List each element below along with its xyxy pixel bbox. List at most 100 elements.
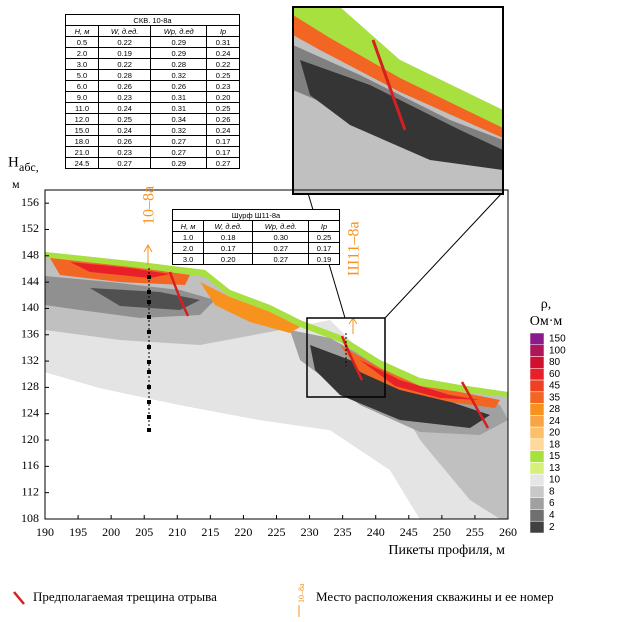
colorbar-swatch xyxy=(529,509,545,522)
table-header: Ip xyxy=(206,25,240,37)
colorbar-swatch xyxy=(529,403,545,416)
x-tick-label: 205 xyxy=(135,525,153,539)
table-title: Шурф Ш11-8а xyxy=(172,209,340,221)
x-tick-label: 245 xyxy=(400,525,418,539)
table-cell: 0.27 xyxy=(150,135,208,147)
table-cell: 3.0 xyxy=(65,58,99,70)
colorbar-swatch xyxy=(529,391,545,404)
y-tick-label: 140 xyxy=(21,300,39,314)
table-cell: 0.17 xyxy=(203,242,254,254)
table-cell: 0.23 xyxy=(206,80,240,92)
table-cell: 0.26 xyxy=(206,113,240,125)
colorbar-label: 13 xyxy=(549,463,561,474)
table-header: W, д.ед. xyxy=(97,25,152,37)
sample-marker xyxy=(147,315,151,319)
colorbar-swatch xyxy=(529,356,545,369)
x-tick-label: 235 xyxy=(334,525,352,539)
colorbar-swatch xyxy=(529,497,545,510)
table-cell: 0.25 xyxy=(206,102,240,114)
colorbar-label: 15 xyxy=(549,451,561,462)
sample-marker xyxy=(147,370,151,374)
table-cell: 0.22 xyxy=(97,58,152,70)
table-cell: 0.26 xyxy=(97,135,152,147)
table-cell: 0.31 xyxy=(150,91,208,103)
colorbar-label: 80 xyxy=(549,357,561,368)
cracks xyxy=(13,271,490,605)
sample-marker xyxy=(147,275,151,279)
table-cell: 0.28 xyxy=(150,58,208,70)
colorbar-swatch xyxy=(529,426,545,440)
table-header: H, м xyxy=(171,220,205,232)
table-cell: 0.34 xyxy=(150,113,208,125)
table-cell: 0.29 xyxy=(150,36,208,48)
y-tick-label: 148 xyxy=(21,248,39,262)
colorbar-swatch xyxy=(529,368,545,381)
table-header-row: H, м W, д.ед. Wp, д.ед Ip xyxy=(65,25,240,37)
colorbar-label: 150 xyxy=(549,334,566,345)
zoom-link xyxy=(384,192,503,319)
table-row: 0.5 0.22 0.29 0.31 xyxy=(65,36,240,48)
table-cell: 0.30 xyxy=(252,231,310,243)
table-header: W, д.ед. xyxy=(203,220,254,232)
colorbar-label: 20 xyxy=(549,428,561,439)
colorbar-swatch xyxy=(529,438,545,451)
sample-marker xyxy=(147,290,151,294)
well-label: 10–8а xyxy=(141,186,158,225)
table-row: 1.0 0.18 0.30 0.25 xyxy=(171,231,340,243)
table-cell: 0.23 xyxy=(97,91,152,103)
boreholes xyxy=(143,243,358,617)
table: СКВ. 10-8а H, м W, д.ед. Wp, д.ед Ip 0.5 0.22 0… xyxy=(65,14,240,169)
table-cell: 0.24 xyxy=(206,47,240,59)
table-cell: 5.0 xyxy=(65,69,99,81)
table-cell: 0.19 xyxy=(97,47,152,59)
colorbar-swatch xyxy=(529,332,545,346)
table-header-row: H, м W, д.ед. Wp, д.ед. Ip xyxy=(171,220,340,232)
x-tick-label: 215 xyxy=(201,525,219,539)
y-tick-label: 128 xyxy=(21,379,39,393)
table-cell: 0.29 xyxy=(150,157,208,169)
table-row: 9.0 0.23 0.31 0.20 xyxy=(65,91,240,103)
colorbar-label: 4 xyxy=(549,510,555,521)
y-tick-label: 112 xyxy=(21,484,39,498)
table-cell: 0.27 xyxy=(97,157,152,169)
table-cell: 0.25 xyxy=(308,231,340,243)
colorbar-label: 6 xyxy=(549,498,555,509)
table-cell: 0.25 xyxy=(97,113,152,125)
colorbar-label: 24 xyxy=(549,416,561,427)
table-cell: 3.0 xyxy=(171,253,205,265)
table-header: Wp, д.ед xyxy=(150,25,208,37)
table-cell: 2.0 xyxy=(171,242,205,254)
colorbar-label: 8 xyxy=(549,486,555,497)
colorbar-label: 2 xyxy=(549,522,555,533)
table-cell: 0.22 xyxy=(206,58,240,70)
table-header: Ip xyxy=(308,220,340,232)
table-title-row: СКВ. 10-8а xyxy=(65,14,240,26)
table-cell: 0.20 xyxy=(206,91,240,103)
x-axis-label: Пикеты профиля, м xyxy=(388,543,505,558)
colorbar-swatch xyxy=(529,450,545,463)
colorbar-label: 45 xyxy=(549,381,561,392)
y-tick-label: 144 xyxy=(21,274,39,288)
table-cell: 0.31 xyxy=(150,102,208,114)
table-cell: 15.0 xyxy=(65,124,99,136)
table-title: СКВ. 10-8а xyxy=(65,14,240,26)
colorbar-swatch xyxy=(529,344,545,357)
x-tick-label: 225 xyxy=(268,525,286,539)
x-tick-label: 250 xyxy=(433,525,451,539)
colorbar-swatch xyxy=(529,485,545,498)
table-row: 15.0 0.24 0.32 0.24 xyxy=(65,124,240,136)
section xyxy=(45,252,508,519)
table-row: 2.0 0.19 0.29 0.24 xyxy=(65,47,240,59)
colorbar-label: 35 xyxy=(549,392,561,403)
y-tick-label: 124 xyxy=(21,405,39,419)
table-header: Wp, д.ед. xyxy=(252,220,310,232)
colorbar-title: ρ, xyxy=(541,297,552,312)
legend-label: Предполагаемая трещина отрыва xyxy=(33,589,217,604)
table-cell: 0.19 xyxy=(308,253,340,265)
colorbar-swatch xyxy=(529,473,545,487)
table-cell: 18.0 xyxy=(65,135,99,147)
table-cell: 0.29 xyxy=(150,47,208,59)
table-cell: 0.26 xyxy=(97,80,152,92)
table-cell: 24.5 xyxy=(65,157,99,169)
table-cell: 11.0 xyxy=(65,102,99,114)
